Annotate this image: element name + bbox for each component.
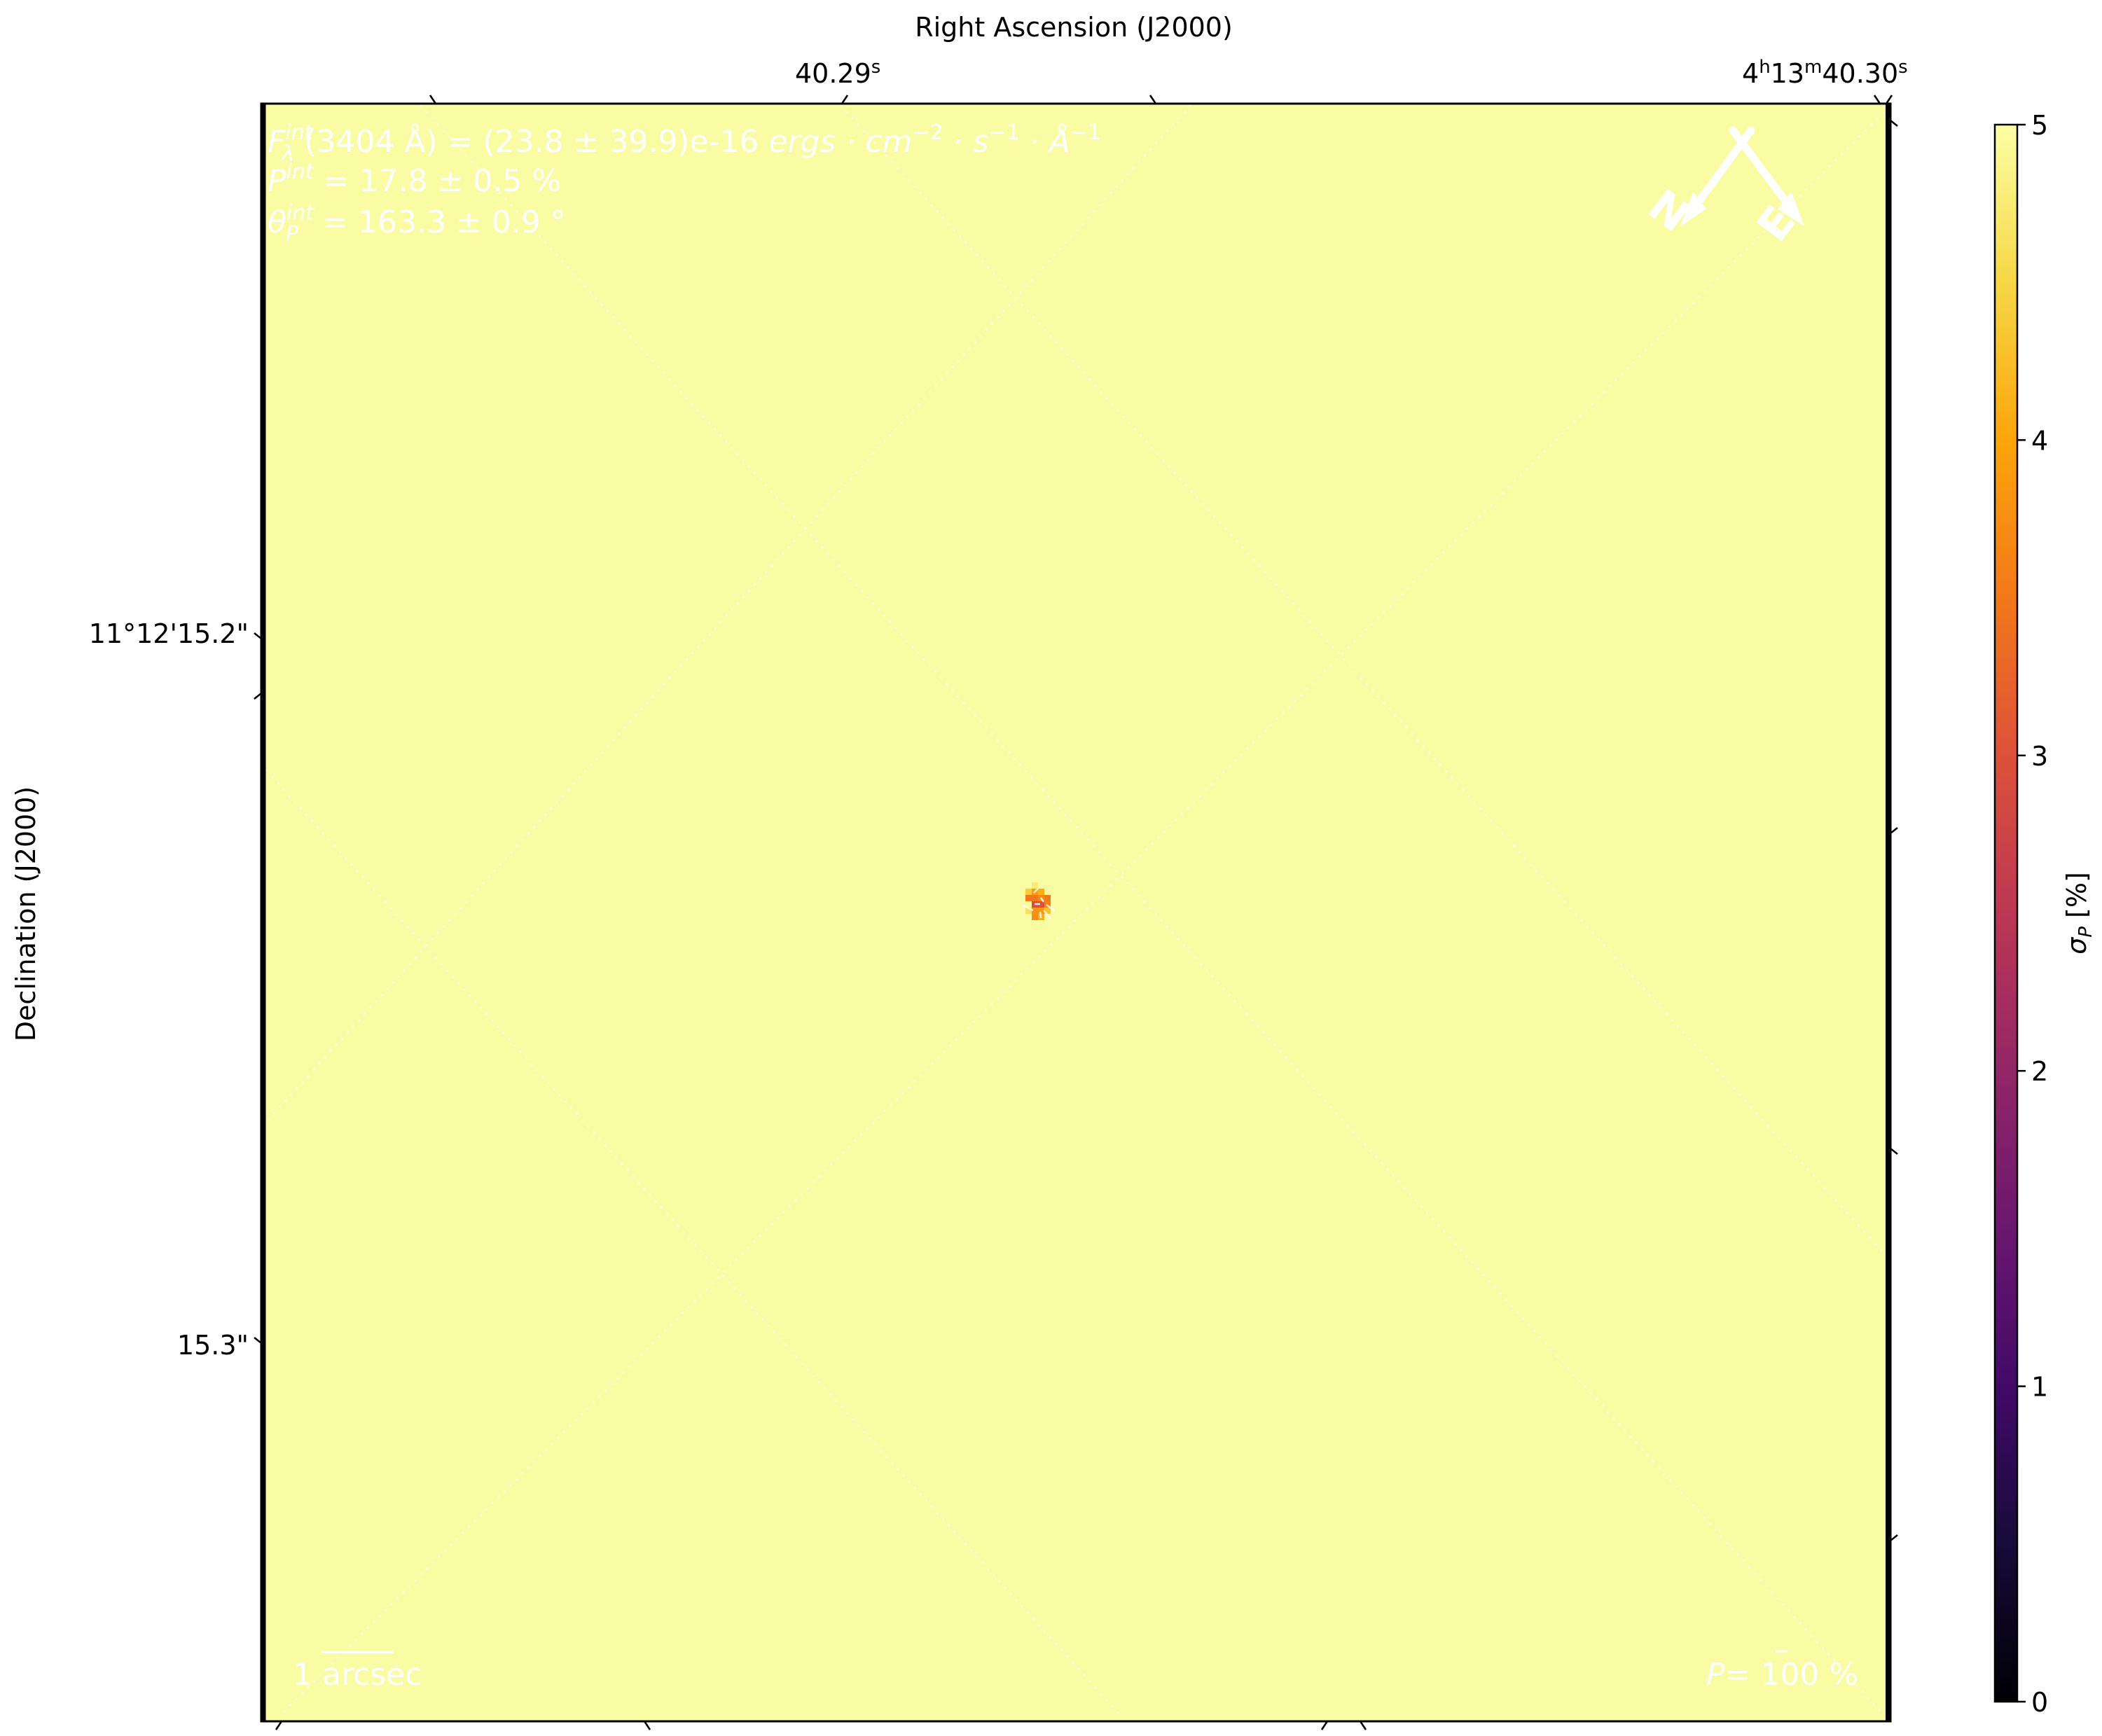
colorbar-label: σP [%] <box>2061 872 2096 954</box>
source-pixel <box>1032 914 1038 920</box>
source-pixel <box>1032 895 1038 901</box>
y-tick-label-0: 11°12'15.2" <box>89 618 249 649</box>
source-pixel <box>1025 901 1032 908</box>
source-pixel <box>1044 901 1051 908</box>
source-pixel <box>1025 895 1032 901</box>
coordinate-grid <box>260 104 1886 1717</box>
source-pixel <box>1025 889 1032 895</box>
colorbar-tick-label: 2 <box>2031 1056 2048 1087</box>
angle-annotation: θint P = 163.3 ± 0.9 ° <box>268 201 566 246</box>
x-axis-title: Right Ascension (J2000) <box>915 12 1233 43</box>
source-pixel <box>1032 908 1038 914</box>
axis-ticks <box>254 95 1898 1730</box>
source-pixel <box>1038 889 1044 895</box>
colorbar-tick-label: 5 <box>2031 110 2048 141</box>
polarization-vectors <box>1022 888 1055 919</box>
source-pixel <box>1025 908 1032 914</box>
source-pixel <box>1038 901 1044 908</box>
colorbar <box>1993 123 2019 1703</box>
x-tick-label-0: 40.29s <box>795 57 880 89</box>
flux-annotation: Fint λ (3404 Å) = (23.8 ± 39.9)e-16 ergs ·… <box>268 120 1101 166</box>
colorbar-tick-label: 3 <box>2031 741 2048 772</box>
compass-icon <box>1680 126 1804 227</box>
source-pixel <box>1038 908 1044 914</box>
colorbar-ticks: 0 1 2 3 4 5 <box>2017 110 2048 1718</box>
image-background <box>261 104 1890 1721</box>
colorbar-tick-label: 1 <box>2031 1372 2048 1403</box>
source-pixel <box>1044 889 1051 895</box>
colorbar-tick-label: 0 <box>2031 1687 2048 1718</box>
scalebar-label: 1 arcsec <box>293 1657 422 1693</box>
y-tick-label-1: 15.3" <box>177 1330 249 1361</box>
source-pixel <box>1032 882 1038 889</box>
pol-scale-label: P= 100 % <box>1706 1657 1858 1693</box>
polarization-annotation: Pint = 17.8 ± 0.5 % <box>268 160 561 199</box>
source-pixel <box>1044 895 1051 901</box>
x-tick-label-1: 4h13m40.30s <box>1742 57 1908 89</box>
source-pixel <box>1044 908 1051 914</box>
y-axis-title: Declination (J2000) <box>11 786 41 1041</box>
colorbar-tick-label: 4 <box>2031 425 2048 456</box>
